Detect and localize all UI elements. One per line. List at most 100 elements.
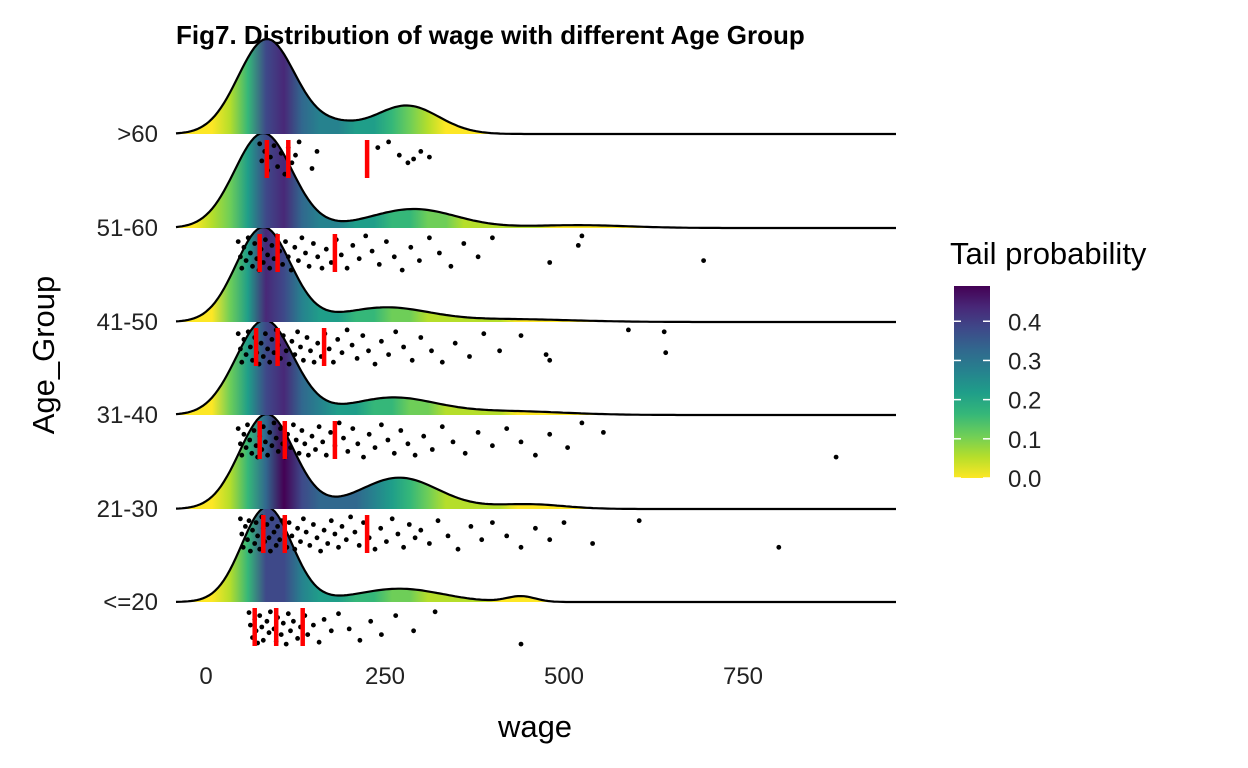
rain-point xyxy=(249,450,255,456)
ridge-line-41-50 xyxy=(175,225,896,324)
rain-point xyxy=(561,520,567,525)
rain-point xyxy=(497,348,502,354)
rain-point xyxy=(355,441,361,447)
rain-point xyxy=(366,431,372,437)
rain-point xyxy=(241,431,247,437)
rain-point xyxy=(299,428,305,433)
rain-point xyxy=(366,348,371,354)
rain-point xyxy=(412,452,418,458)
rain-point xyxy=(245,329,251,335)
rain-point xyxy=(311,522,316,527)
rain-point xyxy=(303,529,309,535)
rain-point xyxy=(247,437,253,443)
rain-point xyxy=(243,258,249,263)
legend-title: Tail probability xyxy=(950,236,1147,271)
ridge-line-21-30 xyxy=(175,412,896,511)
rain-point xyxy=(280,620,286,626)
rain-point xyxy=(328,430,333,435)
ridges xyxy=(175,37,896,647)
rain-point xyxy=(384,539,389,544)
rain-point xyxy=(320,439,326,445)
rain-point xyxy=(295,525,300,531)
rain-point xyxy=(776,544,782,550)
rain-point xyxy=(252,241,258,246)
rain-point xyxy=(579,420,585,426)
rain-point xyxy=(268,609,273,615)
rain-point xyxy=(435,518,441,524)
rain-point xyxy=(344,327,350,333)
rain-point xyxy=(401,344,406,350)
rain-point xyxy=(323,452,329,458)
y-axis-title: Age_Group xyxy=(26,276,61,435)
rain-point xyxy=(275,164,280,170)
rain-point xyxy=(269,337,275,342)
rain-point xyxy=(293,152,298,158)
rain-point xyxy=(271,143,277,149)
rain-point xyxy=(325,541,331,546)
rain-point xyxy=(363,233,369,239)
rain-point xyxy=(389,516,395,522)
rain-point xyxy=(565,445,570,450)
rain-point xyxy=(450,439,456,445)
rain-point xyxy=(336,611,341,617)
y-tick-label: <=20 xyxy=(103,589,158,616)
rain-point xyxy=(427,235,432,241)
rain-point xyxy=(504,533,510,539)
rain-point xyxy=(518,439,524,445)
rain-point xyxy=(336,544,341,550)
rain-point xyxy=(326,346,332,352)
rain-point xyxy=(246,610,252,615)
rain-point xyxy=(323,246,329,252)
rain-point xyxy=(439,424,445,430)
rain-point xyxy=(239,452,245,458)
rain-point xyxy=(427,154,432,160)
rain-point xyxy=(401,544,406,550)
rain-point xyxy=(372,546,378,552)
rain-point xyxy=(405,441,411,447)
y-tick-label: 21-30 xyxy=(97,496,158,523)
rain-point xyxy=(263,237,268,243)
y-tick-label: 31-40 xyxy=(97,402,158,429)
rain-point xyxy=(316,639,322,645)
rain-point xyxy=(255,533,260,539)
rain-point xyxy=(301,516,306,522)
rain-point xyxy=(291,422,296,428)
rain-point xyxy=(263,331,268,337)
rain-point xyxy=(504,426,510,431)
rain-point xyxy=(240,544,246,550)
rain-point xyxy=(547,431,553,437)
rain-point xyxy=(258,340,264,346)
ridge-fill-31-40 xyxy=(176,320,896,415)
rain-point xyxy=(286,520,292,525)
rain-point xyxy=(286,361,292,367)
ridge-fill->60 xyxy=(176,39,896,134)
rain-point xyxy=(543,352,549,357)
legend-tick-label: 0.0 xyxy=(1008,466,1041,493)
rain-point xyxy=(335,337,341,342)
rain-point xyxy=(266,630,272,636)
rain-point xyxy=(259,624,265,630)
rain-point xyxy=(328,260,334,265)
rain-point xyxy=(350,426,356,431)
rain-point xyxy=(354,356,360,361)
rain-point xyxy=(421,433,427,439)
rain-point xyxy=(260,637,266,643)
rain-point xyxy=(346,626,352,632)
rain-point xyxy=(328,628,334,634)
rain-point xyxy=(264,522,270,527)
rain-point xyxy=(283,641,289,647)
rain-point xyxy=(350,243,356,248)
rain-point xyxy=(418,335,424,340)
rain-point xyxy=(432,609,438,615)
rain-point xyxy=(269,243,275,248)
rain-point xyxy=(257,141,263,147)
rain-point xyxy=(833,454,839,460)
rain-point xyxy=(265,452,270,458)
rain-point xyxy=(393,329,399,335)
rain-point xyxy=(314,535,320,541)
rain-point xyxy=(418,149,424,154)
rain-point xyxy=(427,541,432,546)
rain-point xyxy=(445,533,451,539)
rain-point xyxy=(271,256,277,262)
rain-point xyxy=(243,352,249,357)
